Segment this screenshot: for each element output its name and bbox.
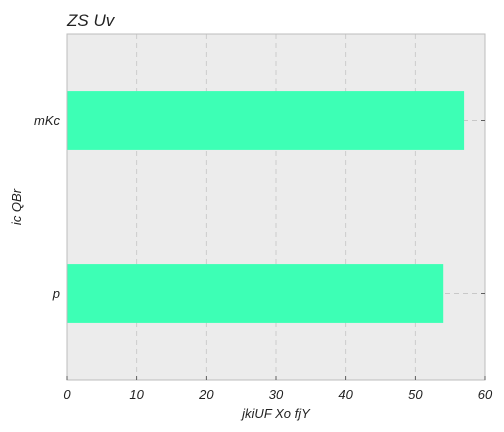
x-tick-label: 0 — [63, 387, 71, 402]
bar-mKc — [67, 91, 465, 150]
y-axis-label: ic QBr — [9, 188, 24, 225]
x-tick-label: 10 — [129, 387, 144, 402]
x-axis-label: jkiUF Xo fjY — [240, 406, 311, 421]
bar-p — [67, 264, 444, 323]
ticks: 0 10 20 30 40 50 60 mKc p — [34, 113, 493, 402]
x-tick-label: 50 — [408, 387, 423, 402]
y-tick-label: mKc — [34, 113, 61, 128]
x-tick-label: 40 — [338, 387, 353, 402]
y-tick-label: p — [52, 286, 60, 301]
chart-title: ZS Uv — [66, 11, 116, 30]
x-tick-label: 20 — [198, 387, 214, 402]
bars — [67, 91, 465, 323]
x-tick-label: 30 — [269, 387, 284, 402]
x-tick-label: 60 — [478, 387, 493, 402]
